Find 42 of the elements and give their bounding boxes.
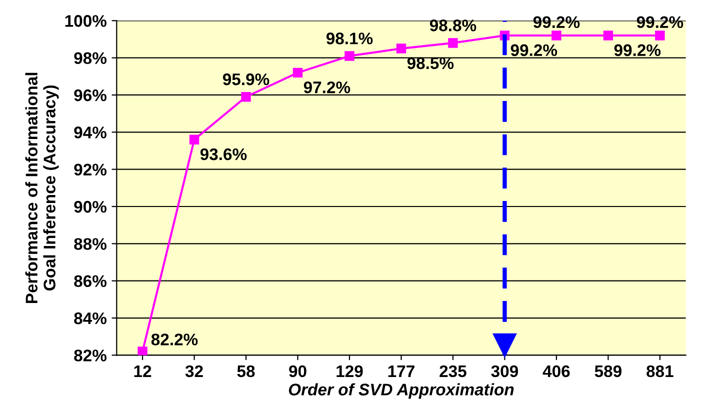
point: [241, 92, 251, 102]
data-label: 82.2%: [151, 334, 198, 346]
x-tick-label: 177: [388, 366, 414, 377]
y-tick-label: 82%: [74, 350, 106, 362]
y-tick-label: 96%: [74, 89, 106, 102]
x-tick-label: 881: [646, 365, 674, 378]
x-tick-label: 235: [440, 365, 466, 378]
x-tick-label: 406: [542, 365, 570, 378]
data-label: 99.2%: [614, 44, 661, 56]
x-tick-label: 12: [134, 365, 152, 377]
y-tick-label: 86%: [74, 275, 106, 288]
y-axis-title: Performance of Informational Goal Inference (Accuracy): [25, 72, 59, 304]
point: [552, 30, 562, 40]
point: [655, 30, 665, 40]
x-tick-label: 589: [594, 365, 622, 378]
y-tick-label: 98%: [74, 52, 106, 64]
x-tick-label: 129: [336, 365, 363, 378]
x-tick-label: 90: [289, 365, 306, 378]
data-label: 95.9%: [222, 73, 270, 86]
x-axis-title: Order of SVD Approximation: [288, 383, 514, 399]
x-tick-label: 58: [237, 365, 255, 378]
point: [138, 346, 148, 356]
point: [189, 134, 200, 144]
y-tick-label: 94%: [74, 126, 106, 138]
point: [344, 51, 354, 61]
y-tick-label: 92%: [74, 164, 106, 176]
y-tick-label: 84%: [74, 312, 106, 324]
x-tick-label: 32: [185, 365, 203, 378]
y-tick-label: 90%: [74, 200, 106, 213]
point: [396, 44, 406, 54]
y-tick-label: 88%: [74, 238, 106, 250]
data-label: 98.5%: [407, 57, 454, 70]
data-label: 97.2%: [304, 81, 350, 94]
y-tick-label: 100%: [65, 15, 106, 27]
data-label: 98.8%: [430, 20, 476, 32]
point: [448, 38, 458, 48]
data-label: 98.1%: [326, 32, 373, 44]
x-tick-label: 309: [491, 365, 518, 378]
data-label: 93.6%: [200, 148, 247, 160]
data-label: 99.2%: [510, 44, 558, 56]
point: [603, 30, 614, 40]
point: [292, 68, 303, 78]
